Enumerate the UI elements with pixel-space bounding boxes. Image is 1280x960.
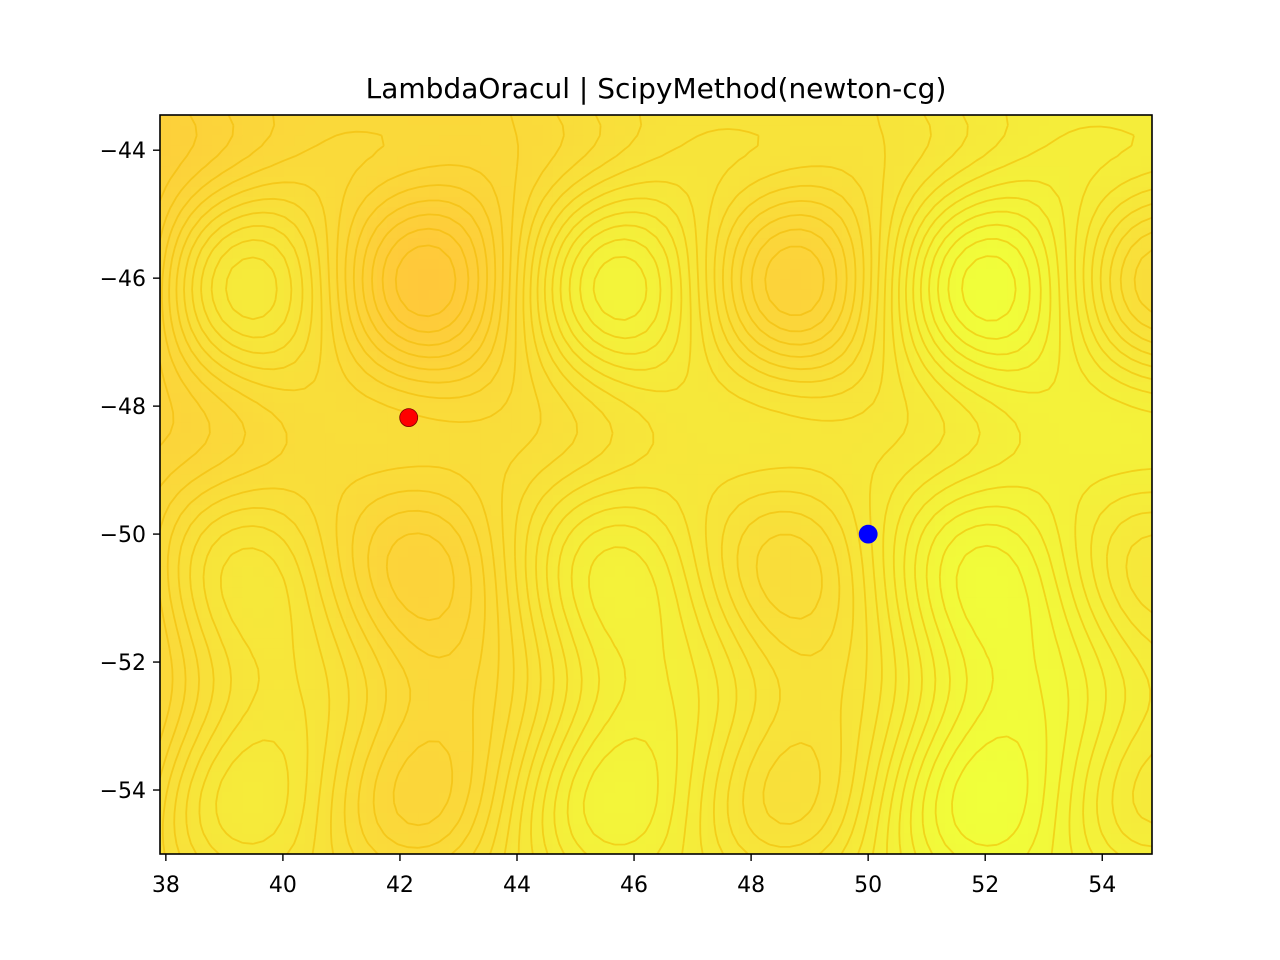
contour-level-line	[381, 227, 470, 334]
contour-level-line	[173, 115, 1152, 854]
y-tick-label: −44	[100, 139, 146, 164]
x-tick-label: 48	[737, 873, 765, 898]
contour-lines	[160, 115, 1152, 854]
plot-area	[160, 115, 1152, 854]
x-tick-label: 46	[620, 873, 648, 898]
contour-level-line	[921, 223, 1070, 854]
contour-level-line	[160, 115, 825, 622]
y-tick-label: −54	[100, 779, 146, 804]
y-tick-label: −50	[100, 523, 146, 548]
x-tick-label: 52	[971, 873, 999, 898]
contour-level-line	[909, 210, 1089, 854]
marker-point-red	[399, 408, 419, 428]
x-tick-label: 54	[1088, 873, 1116, 898]
contour-level-line	[371, 213, 480, 347]
contour-level-line	[553, 125, 1152, 854]
contour-level-line	[160, 115, 848, 849]
contour-level-line	[951, 255, 1029, 847]
contour-level-line	[934, 238, 1048, 854]
plot-frame	[159, 114, 1153, 855]
x-tick-label: 44	[503, 873, 531, 898]
contour-level-line	[160, 115, 488, 359]
contour-level-line	[566, 179, 1152, 854]
contour-level-line	[582, 196, 1107, 854]
y-axis: −44 −46 −48 −50 −52 −54	[100, 139, 160, 804]
contour-level-line	[394, 244, 457, 318]
contour-level-line	[160, 115, 838, 827]
chart-title: LambdaOracul | ScipyMethod(newton-cg)	[366, 72, 947, 105]
x-tick-label: 42	[386, 873, 414, 898]
contour-level-line	[185, 115, 1152, 854]
contour-level-line	[160, 115, 857, 854]
contour-level-line	[161, 115, 1152, 854]
y-tick-label: −52	[100, 651, 146, 676]
contour-level-line	[541, 115, 1152, 854]
marker-point-blue	[858, 524, 878, 544]
x-tick-label: 38	[152, 873, 180, 898]
y-tick-label: −48	[100, 395, 146, 420]
x-tick-label: 40	[269, 873, 297, 898]
y-tick-label: −46	[100, 267, 146, 292]
x-axis: 38 40 42 44 46 48 50 52 54	[152, 854, 1116, 898]
x-tick-label: 50	[854, 873, 882, 898]
marker-layer	[399, 408, 878, 544]
